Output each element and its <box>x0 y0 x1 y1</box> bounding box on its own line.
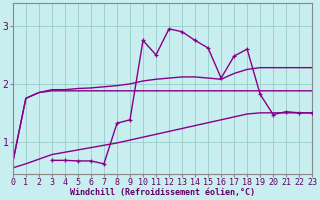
X-axis label: Windchill (Refroidissement éolien,°C): Windchill (Refroidissement éolien,°C) <box>70 188 255 197</box>
